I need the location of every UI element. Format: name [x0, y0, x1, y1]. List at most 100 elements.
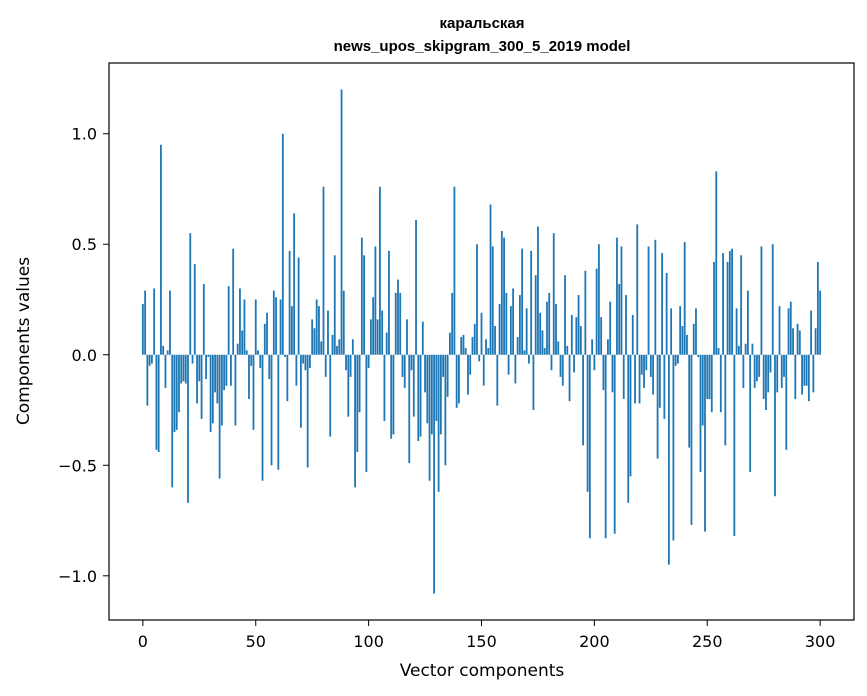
bar-component-92 — [349, 354, 352, 377]
y-axis-label: Components values — [14, 257, 34, 425]
bar-component-276 — [765, 354, 767, 411]
bar-component-93 — [351, 339, 354, 355]
bar-component-23 — [193, 264, 196, 355]
bar-component-36 — [223, 354, 226, 391]
bar-component-42 — [236, 343, 239, 355]
bar-component-199 — [591, 339, 594, 355]
bar-component-183 — [555, 303, 557, 355]
bar-component-185 — [559, 354, 562, 377]
bar-component-261 — [731, 248, 733, 355]
bar-component-194 — [579, 326, 582, 355]
bar-component-277 — [767, 354, 770, 393]
bar-component-196 — [584, 270, 587, 355]
y-tick-label-1: −0.5 — [58, 456, 97, 475]
bar-component-144 — [467, 354, 469, 395]
bar-component-13 — [171, 354, 174, 488]
bar-component-169 — [523, 350, 526, 355]
bar-component-122 — [417, 354, 420, 441]
bar-component-112 — [394, 292, 397, 355]
bar-component-297 — [812, 354, 815, 393]
bar-component-52 — [259, 354, 262, 369]
bar-component-16 — [178, 354, 180, 413]
bar-component-45 — [243, 299, 246, 355]
bar-component-298 — [814, 328, 817, 355]
x-tick-label-150: 150 — [466, 632, 497, 651]
bar-component-280 — [774, 354, 776, 497]
bar-component-230 — [661, 253, 664, 355]
bar-component-64 — [286, 354, 289, 402]
bar-component-31 — [211, 354, 214, 424]
bar-component-87 — [338, 339, 341, 355]
bar-component-170 — [525, 308, 528, 355]
bar-component-55 — [266, 312, 268, 355]
bar-component-206 — [607, 339, 609, 355]
bar-component-156 — [494, 326, 496, 355]
bar-component-292 — [801, 354, 803, 395]
bar-component-71 — [302, 354, 305, 364]
bar-component-193 — [577, 295, 580, 355]
bar-component-109 — [388, 250, 390, 355]
bar-component-160 — [503, 237, 505, 355]
bar-component-60 — [277, 354, 280, 470]
bar-component-266 — [742, 354, 745, 388]
x-tick-label-300: 300 — [805, 632, 836, 651]
bar-component-187 — [564, 275, 566, 355]
bar-component-181 — [550, 354, 553, 371]
bar-component-63 — [284, 354, 286, 357]
bar-component-191 — [573, 354, 575, 373]
bar-component-57 — [270, 354, 273, 466]
bar-component-243 — [690, 354, 693, 525]
bar-component-101 — [369, 319, 372, 355]
bar-component-69 — [297, 257, 300, 355]
y-axis-ticks: −1.0 −0.5 0.0 0.5 1.0 — [58, 125, 109, 586]
bar-component-210 — [616, 237, 618, 355]
bar-component-186 — [561, 354, 564, 386]
bar-component-279 — [771, 244, 774, 355]
bar-component-228 — [656, 354, 659, 459]
bar-component-270 — [751, 343, 754, 355]
y-tick-label-3: 0.5 — [72, 235, 97, 254]
bar-component-17 — [180, 354, 183, 384]
bar-component-84 — [331, 334, 334, 355]
plot-area-frame — [108, 62, 855, 621]
bar-component-294 — [805, 354, 808, 386]
bar-component-143 — [464, 348, 467, 355]
bar-component-198 — [588, 354, 591, 539]
bar-component-70 — [299, 354, 302, 428]
bar-component-264 — [737, 345, 740, 355]
bar-component-256 — [719, 354, 722, 413]
bar-component-114 — [399, 292, 402, 355]
bar-component-24 — [196, 354, 198, 404]
bar-component-116 — [403, 354, 406, 388]
x-tick-label-200: 200 — [579, 632, 610, 651]
bar-component-118 — [408, 354, 411, 464]
bar-component-236 — [674, 354, 677, 366]
chart-title-line-1: каральская — [439, 15, 524, 32]
bar-component-235 — [672, 354, 675, 541]
bar-component-97 — [360, 237, 363, 355]
bar-component-4 — [150, 354, 153, 364]
bar-component-152 — [485, 339, 487, 355]
bar-component-262 — [733, 354, 736, 537]
bar-component-246 — [697, 354, 700, 357]
bar-component-151 — [482, 354, 485, 386]
bar-component-216 — [629, 354, 632, 477]
bar-component-90 — [345, 354, 347, 371]
bar-component-35 — [220, 354, 223, 426]
bar-component-218 — [634, 354, 636, 404]
bar-component-284 — [783, 354, 785, 377]
bar-component-30 — [209, 354, 212, 433]
bar-component-11 — [166, 350, 169, 355]
bar-component-59 — [275, 297, 277, 355]
bar-component-211 — [618, 284, 621, 355]
bar-component-177 — [541, 330, 544, 355]
bar-component-148 — [476, 244, 478, 355]
bar-component-190 — [570, 314, 573, 355]
bar-component-239 — [681, 326, 684, 355]
bar-component-290 — [796, 323, 799, 355]
bar-component-20 — [187, 354, 189, 503]
bar-component-141 — [460, 337, 463, 355]
bar-component-293 — [803, 354, 806, 386]
bar-component-220 — [638, 354, 641, 404]
bar-component-202 — [597, 244, 600, 355]
